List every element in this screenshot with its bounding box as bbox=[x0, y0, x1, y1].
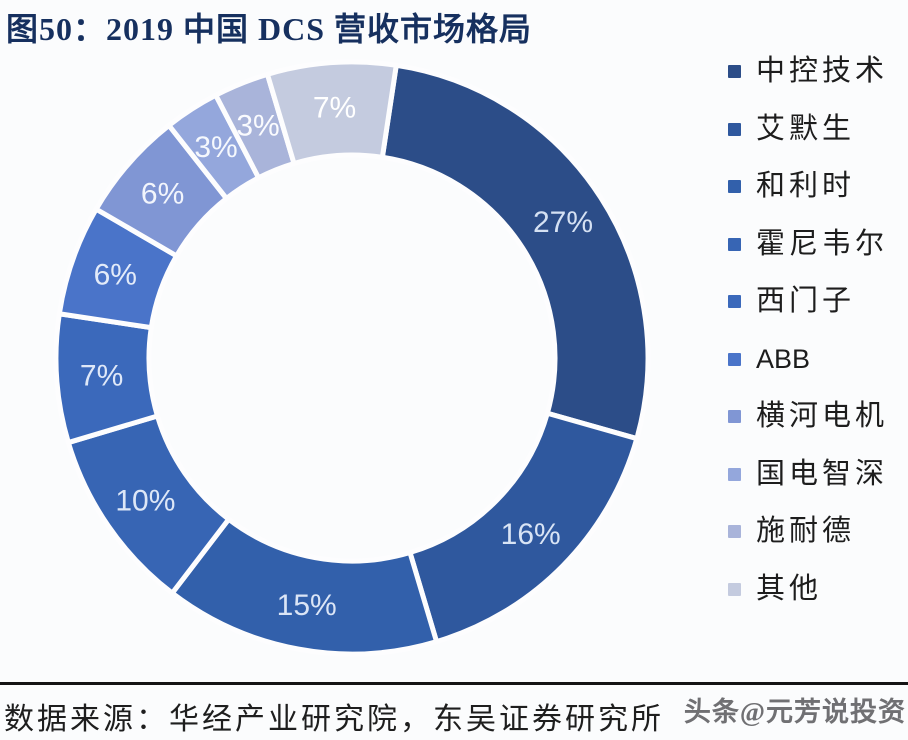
legend-swatch-icon bbox=[728, 180, 741, 193]
pie-segment-label-9: 3% bbox=[236, 109, 279, 142]
legend-swatch-icon bbox=[728, 65, 741, 78]
legend-label: 国电智深 bbox=[756, 457, 889, 490]
pie-segment-1 bbox=[379, 62, 651, 442]
pie-segment-label-10: 7% bbox=[313, 92, 356, 125]
figure-title: 图50：2019 中国 DCS 营收市场格局 bbox=[6, 11, 533, 47]
legend-label: 其他 bbox=[756, 572, 823, 605]
pie-segment-label-3: 15% bbox=[277, 589, 337, 622]
pie-segment-label-8: 3% bbox=[194, 131, 237, 164]
pie-segment-10 bbox=[264, 59, 399, 166]
legend-swatch-icon bbox=[728, 122, 741, 136]
legend-swatch-icon bbox=[728, 582, 741, 596]
legend-item-5: 西门子 bbox=[728, 286, 908, 317]
pie-segment-label-1: 27% bbox=[533, 206, 593, 239]
legend-item-8: 国电智深 bbox=[728, 457, 908, 490]
legend-label: 横河电机 bbox=[756, 400, 889, 432]
legend-item-2: 艾默生 bbox=[728, 112, 908, 145]
source-note: 数据来源：华经产业研究院，东吴证券研究所 bbox=[4, 703, 664, 736]
legend-label: 霍尼韦尔 bbox=[756, 227, 889, 260]
legend-swatch-icon bbox=[728, 410, 741, 423]
pie-segment-label-6: 6% bbox=[94, 259, 137, 292]
legend-item-9: 施耐德 bbox=[728, 516, 908, 547]
legend-item-6: ABB bbox=[728, 344, 908, 375]
legend-label: 西门子 bbox=[756, 285, 856, 317]
legend-swatch-icon bbox=[728, 525, 741, 538]
legend-item-4: 霍尼韦尔 bbox=[728, 227, 908, 260]
watermark: 头条@元芳说投资 bbox=[683, 697, 906, 727]
legend-swatch-icon bbox=[728, 237, 741, 251]
divider-line bbox=[0, 682, 908, 685]
pie-segment-label-2: 16% bbox=[501, 518, 561, 551]
chart-legend: 中控技术艾默生和利时霍尼韦尔西门子 ABB 横河电机国电智深施耐德其他 bbox=[728, 56, 908, 631]
pie-segment-label-5: 7% bbox=[80, 360, 123, 393]
legend-item-3: 和利时 bbox=[728, 171, 908, 202]
legend-item-1: 中控技术 bbox=[728, 56, 908, 87]
legend-swatch-icon bbox=[728, 467, 741, 481]
legend-label: 艾默生 bbox=[756, 112, 856, 145]
legend-swatch-icon bbox=[728, 352, 741, 366]
legend-label: 施耐德 bbox=[756, 515, 856, 547]
legend-swatch-icon bbox=[728, 295, 741, 308]
legend-item-10: 其他 bbox=[728, 572, 908, 605]
legend-item-7: 横河电机 bbox=[728, 401, 908, 432]
legend-label: 和利时 bbox=[756, 170, 856, 202]
pie-segment-label-7: 6% bbox=[141, 177, 184, 210]
legend-label: 中控技术 bbox=[756, 55, 889, 87]
donut-chart: 27% 16% 15% 10% 7% 6% 6% 3%3% 7% bbox=[56, 59, 651, 654]
pie-segment-label-4: 10% bbox=[115, 485, 175, 518]
legend-label: ABB bbox=[756, 343, 811, 374]
